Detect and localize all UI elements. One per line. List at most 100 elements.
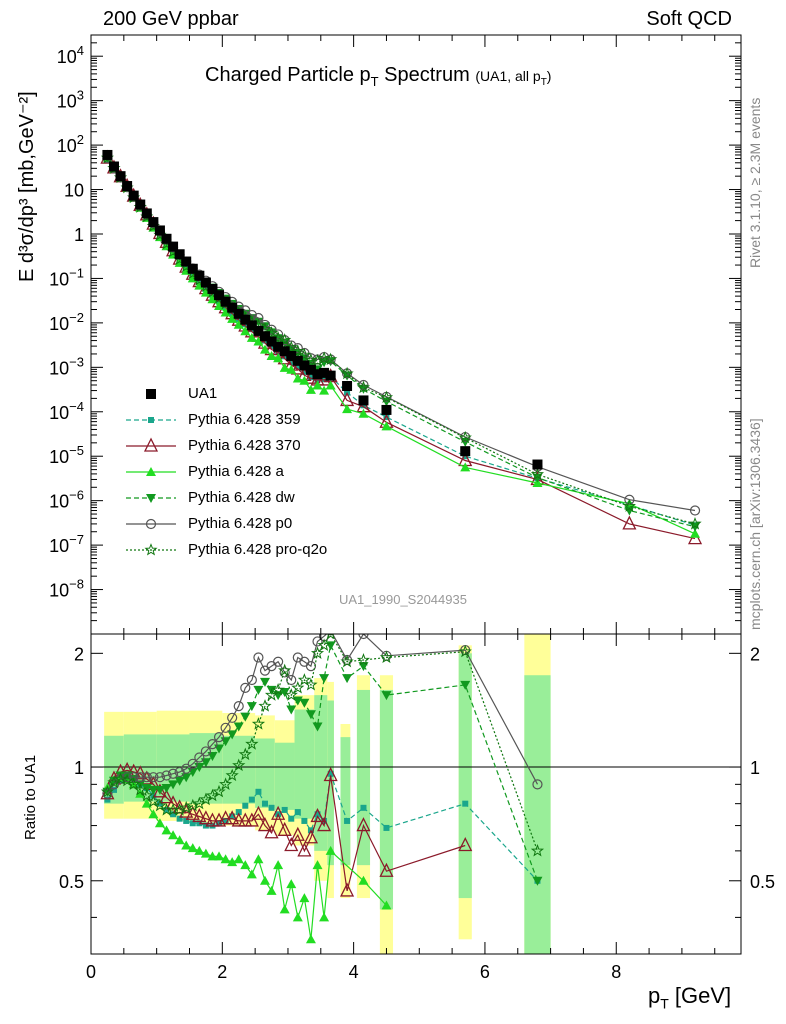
main-point-5-37 [379, 390, 394, 404]
main-point-2-26 [273, 353, 284, 363]
main-point-2-22 [246, 332, 257, 342]
ratio-point-2-20 [233, 854, 244, 864]
ratio-point-3-27 [279, 688, 290, 698]
ratio-point-1-26 [271, 805, 286, 820]
ratio-point-0-17 [216, 820, 223, 827]
ratio-point-2-33 [319, 912, 330, 922]
main-point-5-33 [317, 351, 331, 364]
main-point-2-25 [266, 350, 277, 360]
ratio-point-3-11 [174, 776, 185, 786]
ratio-point-2-17 [214, 851, 225, 861]
ratio-point-3-9 [161, 784, 172, 794]
legend-marker-1 [148, 417, 154, 423]
ua1-point-18 [220, 296, 231, 307]
y-tick-label-10^3: 103 [57, 88, 84, 112]
ua1-point-2 [115, 171, 126, 182]
ua1-point-31 [305, 364, 316, 375]
ua1-point-1 [108, 161, 119, 172]
ratio-point-0-20 [235, 809, 242, 816]
main-point-5-31 [304, 353, 318, 366]
ratio-point-0-24 [261, 800, 268, 807]
ratio-point-0-19 [229, 813, 236, 820]
main-point-2-16 [207, 294, 218, 304]
main-point-5-39 [530, 467, 545, 480]
legend-marker-5 [145, 518, 157, 530]
main-point-2-20 [233, 319, 244, 329]
ua1-point-8 [154, 225, 165, 236]
ua1-point-21 [240, 314, 251, 325]
y-tick-label-10^2: 102 [57, 132, 84, 156]
ratio-point-2-9 [161, 825, 172, 835]
ratio-point-3-20 [233, 722, 244, 732]
ratio-point-5-5 [133, 782, 147, 796]
main-point-2-37 [381, 421, 392, 431]
ratio-point-3-7 [148, 785, 159, 795]
band-green-8 [314, 695, 328, 851]
ratio-tick-label-right-1: 1 [750, 758, 760, 778]
ratio-point-1-10 [166, 795, 181, 810]
main-point-0-38 [462, 453, 469, 460]
main-point-2-35 [342, 404, 353, 414]
main-series-1 [100, 149, 703, 545]
ua1-point-28 [286, 350, 297, 361]
ratio-point-4-27 [279, 667, 290, 678]
main-point-4-40 [624, 494, 635, 505]
ratio-tick-label-left-1: 1 [74, 758, 84, 778]
ratio-point-4-0 [102, 788, 113, 799]
ratio-point-4-15 [200, 746, 211, 757]
main-panel-series [100, 149, 703, 545]
ratio-point-5-33 [317, 638, 331, 651]
ratio-point-4-31 [305, 661, 317, 672]
ratio-point-5-36 [356, 653, 371, 666]
ratio-point-2-32 [312, 860, 323, 870]
ua1-point-30 [299, 360, 310, 371]
ratio-point-5-32 [310, 646, 325, 659]
ratio-point-2-29 [292, 912, 303, 922]
ratio-point-2-26 [273, 860, 284, 870]
main-point-2-15 [200, 287, 211, 297]
legend-entry-5: Pythia 6.428 p0 [188, 515, 293, 532]
main-point-2-36 [358, 408, 369, 418]
ratio-point-2-12 [181, 840, 192, 850]
main-point-4-41 [689, 505, 701, 516]
x-tick-label-6: 6 [480, 962, 490, 982]
ratio-point-0-33 [321, 817, 328, 824]
ua1-point-23 [253, 325, 264, 336]
ratio-point-4-14 [194, 752, 205, 763]
main-point-2-34 [325, 380, 336, 390]
ratio-point-3-10 [168, 780, 179, 790]
ua1-point-15 [200, 277, 211, 288]
ua1-point-37 [381, 404, 392, 415]
ratio-point-1-30 [297, 842, 312, 857]
ratio-point-0-37 [383, 824, 390, 831]
ratio-point-1-37 [379, 862, 394, 877]
ratio-panel-series [100, 634, 545, 944]
x-tick-label-0: 0 [86, 962, 96, 982]
ratio-point-3-21 [240, 712, 251, 722]
ua1-point-19 [227, 302, 238, 313]
ua1-point-36 [358, 395, 369, 406]
x-tick-label-2: 2 [217, 962, 227, 982]
ratio-point-4-22 [246, 674, 257, 686]
ratio-point-3-37 [381, 691, 392, 701]
ratio-point-3-35 [342, 674, 353, 684]
ratio-series-5 [100, 634, 545, 857]
band-green-14 [524, 675, 551, 954]
main-point-0-29 [294, 363, 301, 370]
rivet-version-label: Rivet 3.1.10, ≥ 2.3M events [747, 97, 763, 268]
x-axis-label-unit: [GeV] [668, 983, 732, 1008]
ratio-point-1-33 [317, 817, 332, 832]
ratio-point-2-37 [381, 900, 392, 910]
ratio-point-3-28 [286, 705, 297, 715]
main-point-5-41 [688, 516, 702, 530]
ratio-point-1-5 [133, 765, 148, 780]
ua1-point-20 [233, 308, 244, 319]
ratio-point-5-2 [113, 772, 128, 785]
ratio-point-0-10 [170, 811, 177, 818]
main-point-5-29 [291, 344, 305, 357]
ratio-point-1-31 [303, 829, 319, 844]
ratio-point-1-25 [264, 824, 279, 839]
ratio-point-5-31 [304, 677, 318, 691]
main-series-4 [102, 152, 701, 516]
